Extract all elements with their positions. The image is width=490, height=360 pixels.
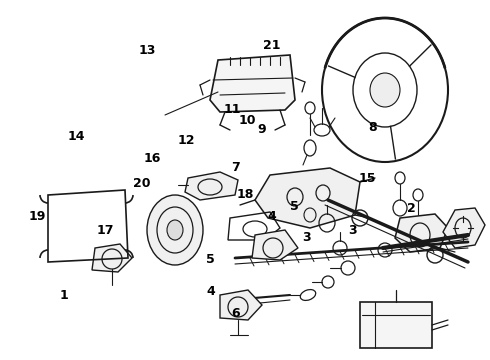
- Text: 10: 10: [239, 114, 256, 127]
- Text: 11: 11: [224, 103, 242, 116]
- Ellipse shape: [167, 220, 183, 240]
- Text: 3: 3: [348, 224, 357, 237]
- Text: 8: 8: [368, 121, 377, 134]
- Text: 4: 4: [268, 210, 276, 222]
- Text: 14: 14: [67, 130, 85, 143]
- Polygon shape: [443, 208, 485, 248]
- Polygon shape: [185, 172, 238, 200]
- Polygon shape: [395, 214, 448, 252]
- Text: 21: 21: [263, 39, 281, 51]
- Text: 17: 17: [97, 224, 114, 237]
- Text: 3: 3: [302, 231, 311, 244]
- Text: 7: 7: [231, 161, 240, 174]
- Text: 2: 2: [407, 202, 416, 215]
- Text: 18: 18: [236, 188, 254, 201]
- Ellipse shape: [147, 195, 203, 265]
- Polygon shape: [252, 230, 298, 260]
- Text: 12: 12: [177, 134, 195, 147]
- Polygon shape: [92, 244, 132, 272]
- Text: 5: 5: [290, 201, 298, 213]
- Bar: [360, 302, 432, 348]
- Text: 4: 4: [206, 285, 215, 298]
- Text: 16: 16: [143, 152, 161, 165]
- Text: 6: 6: [231, 307, 240, 320]
- Text: 1: 1: [59, 289, 68, 302]
- Text: 13: 13: [138, 44, 156, 57]
- Text: 19: 19: [28, 210, 46, 222]
- Text: 9: 9: [258, 123, 267, 136]
- Polygon shape: [255, 168, 360, 228]
- Text: 20: 20: [133, 177, 151, 190]
- Polygon shape: [220, 290, 262, 320]
- Text: 5: 5: [206, 253, 215, 266]
- Ellipse shape: [370, 73, 400, 107]
- Polygon shape: [210, 55, 295, 112]
- Text: 15: 15: [359, 172, 376, 185]
